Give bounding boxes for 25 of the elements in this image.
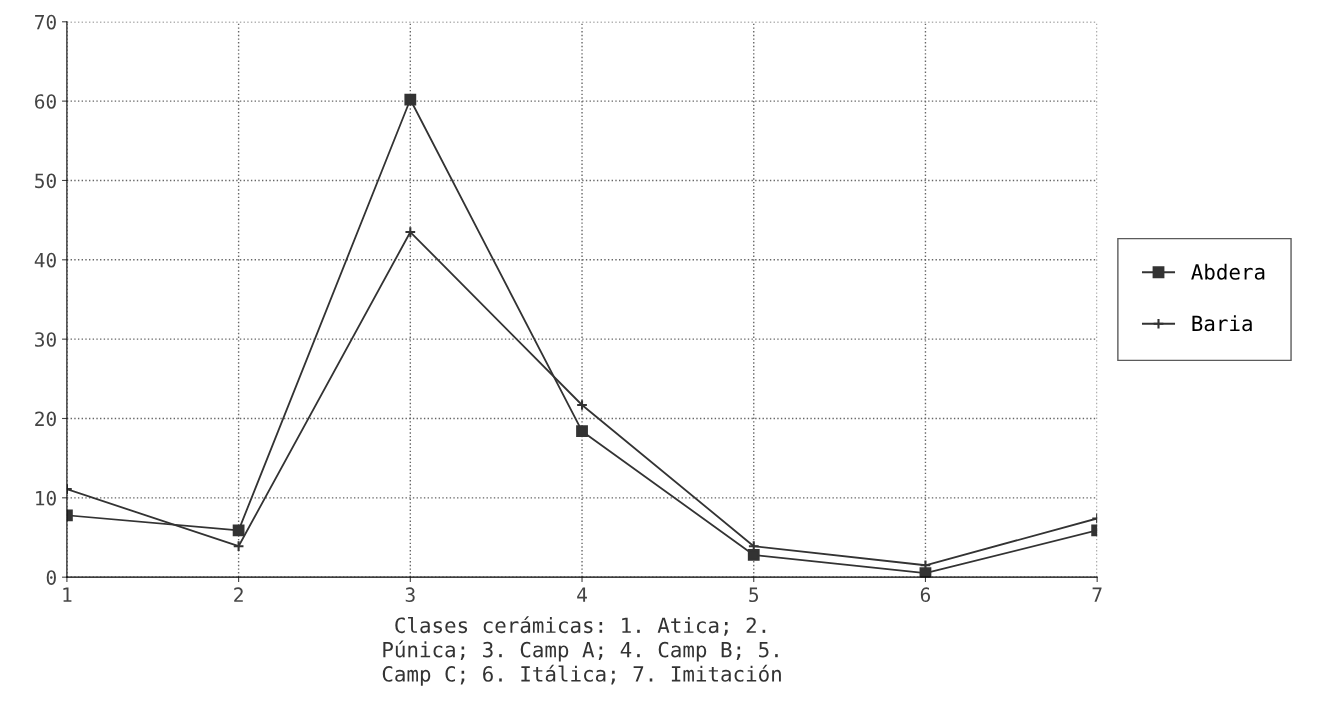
point <box>404 93 417 106</box>
x-tick-label: 7 <box>1092 587 1102 602</box>
point <box>576 399 588 411</box>
point <box>747 549 760 561</box>
y-tick-label: 30 <box>35 332 56 347</box>
y-tick-label: 20 <box>35 411 56 427</box>
y-tick-label: 0 <box>46 570 56 585</box>
point <box>404 226 417 238</box>
point <box>232 524 245 537</box>
y-tick-label: 60 <box>35 94 56 109</box>
y-tick-label: 10 <box>36 490 56 506</box>
y-tick-label: 70 <box>35 14 56 30</box>
x-tick-label: 2 <box>234 587 243 602</box>
x-tick-label: 3 <box>405 587 415 603</box>
x-tick-label: 4 <box>577 587 587 602</box>
legend-label: Baria <box>1192 315 1252 332</box>
x-tick-label: 1 <box>63 587 72 602</box>
point <box>919 567 932 578</box>
x-axis-title: Clases cerámicas: 1. Atica; 2. Púnica; 3. Camp A; 4. Camp B; 5. Camp C; 6. Itálica; 7. Imitación <box>382 616 781 686</box>
y-tick-label: 50 <box>35 173 56 189</box>
point <box>576 425 588 438</box>
x-tick-label: 6 <box>920 587 931 603</box>
legend-label: Abdera <box>1191 263 1265 280</box>
x-tick-label: 5 <box>749 587 759 603</box>
y-tick-label: 40 <box>34 252 56 268</box>
